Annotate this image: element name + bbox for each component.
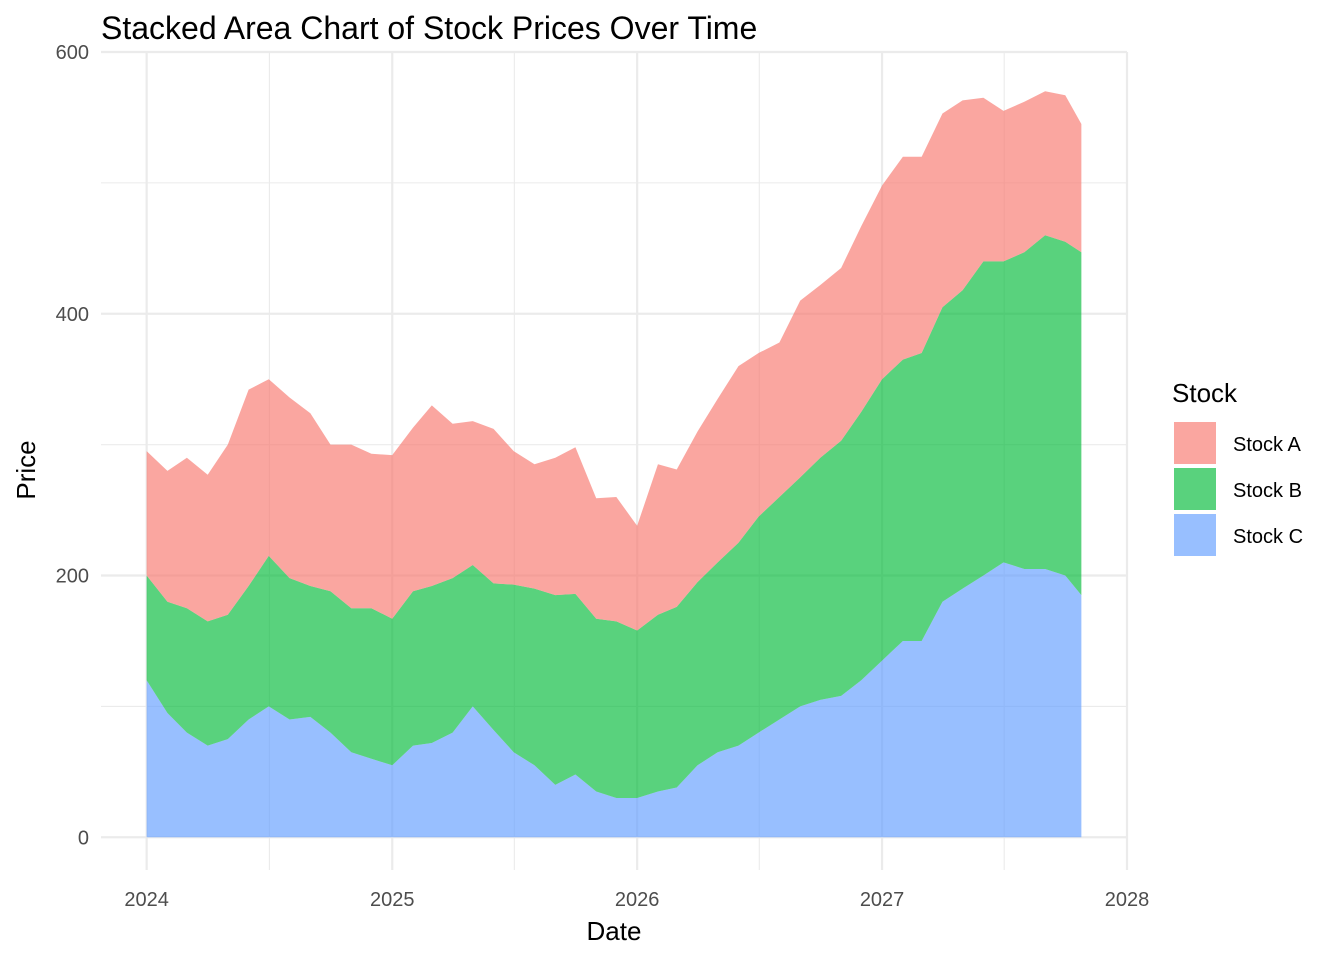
y-tick-label: 600: [56, 42, 89, 64]
x-tick-label: 2028: [1105, 889, 1150, 911]
area-stock-b: [146, 235, 1082, 799]
x-tick-labels: 2024 2025 2026 2027 2028: [124, 889, 1149, 911]
legend-key: [1174, 514, 1216, 556]
legend-label: Stock A: [1233, 434, 1301, 456]
x-tick-label: 2027: [860, 889, 905, 911]
legend: Stock Stock A Stock B Stock C: [1172, 378, 1303, 556]
y-tick-label: 0: [78, 827, 89, 849]
areas: [146, 91, 1082, 838]
legend-key: [1174, 468, 1216, 510]
area-stock-c: [146, 562, 1082, 838]
legend-title: Stock: [1172, 378, 1238, 408]
y-axis-title: Price: [11, 440, 41, 499]
x-tick-label: 2024: [124, 889, 169, 911]
legend-label: Stock C: [1233, 526, 1303, 548]
legend-items: Stock A Stock B Stock C: [1174, 422, 1303, 556]
x-axis-title: Date: [587, 916, 642, 946]
legend-label: Stock B: [1233, 480, 1302, 502]
chart-title: Stacked Area Chart of Stock Prices Over …: [101, 10, 757, 46]
x-tick-label: 2026: [615, 889, 660, 911]
y-tick-label: 200: [56, 566, 89, 588]
legend-key: [1174, 422, 1216, 464]
area-stock-a: [146, 91, 1082, 631]
y-tick-label: 400: [56, 304, 89, 326]
y-tick-labels: 0 200 400 600: [56, 42, 89, 849]
x-tick-label: 2025: [370, 889, 415, 911]
